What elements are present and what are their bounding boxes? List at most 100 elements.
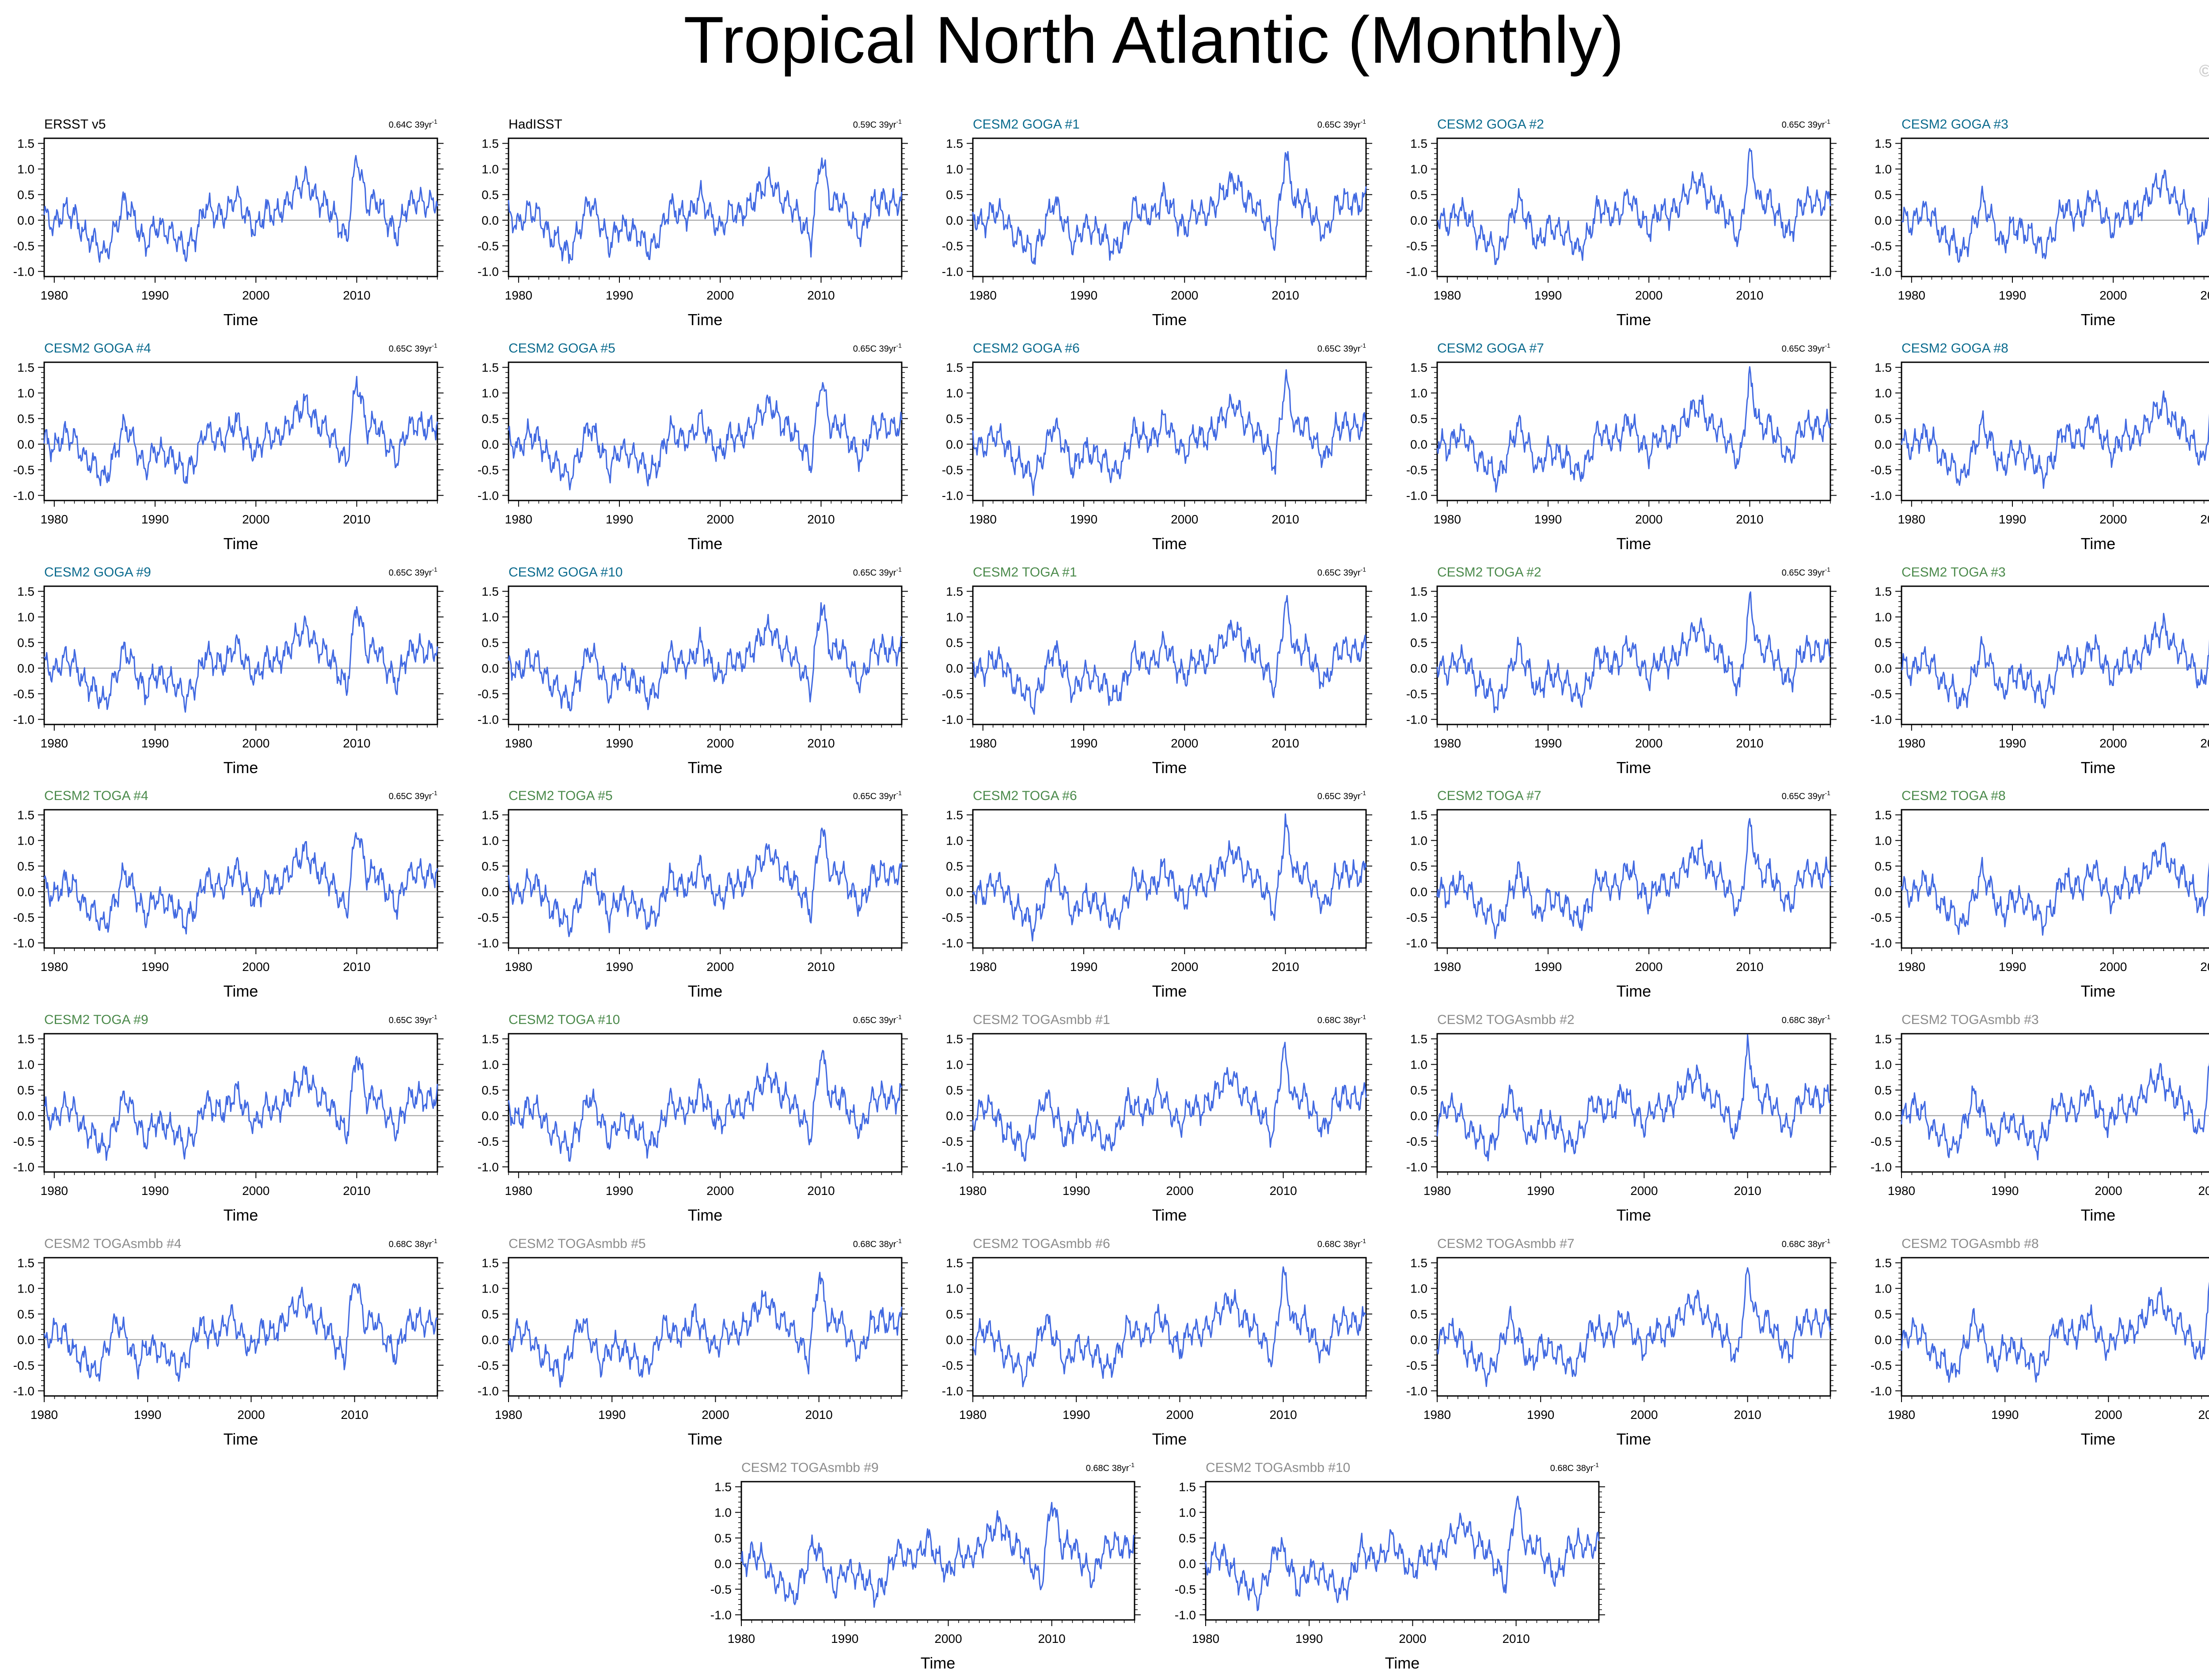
y-tick-label: 0.0	[17, 661, 34, 675]
y-tick-label: 0.0	[946, 1109, 963, 1123]
x-tick-label: 1990	[1999, 288, 2026, 302]
y-tick-label: 0.5	[17, 412, 34, 426]
panel-title: CESM2 TOGAsmbb #4	[44, 1236, 182, 1251]
x-tick-label: 1980	[41, 960, 68, 974]
y-tick-label: 0.5	[1410, 188, 1427, 202]
y-tick-label: -0.5	[13, 1358, 34, 1372]
panel-annotation: 0.65C 39yr-1	[1782, 118, 1831, 130]
x-tick-label: 1980	[1898, 736, 1925, 750]
x-tick-label: 1990	[1999, 512, 2026, 526]
annotation-value: 0.68C 38yr	[1086, 1464, 1129, 1473]
panel-title: CESM2 TOGAsmbb #2	[1437, 1013, 1575, 1027]
y-tick-label: -1.0	[478, 936, 499, 950]
x-axis-label: Time	[2081, 535, 2116, 553]
annotation-superscript: -1	[896, 1013, 902, 1020]
annotation-value: 0.65C 39yr	[389, 344, 432, 354]
x-tick-label: 1980	[30, 1408, 58, 1422]
y-tick-label: 1.0	[482, 163, 499, 176]
y-tick-label: 0.0	[482, 437, 499, 451]
series-line	[508, 382, 903, 491]
y-tick-label: -1.0	[1871, 1160, 1892, 1174]
y-tick-label: -0.5	[478, 687, 499, 701]
y-tick-label: -1.0	[942, 489, 963, 502]
series-line	[1436, 366, 1831, 493]
panel-annotation: 0.68C 38yr-1	[389, 1237, 438, 1249]
series-line	[1436, 1034, 1831, 1162]
y-tick-label: -0.5	[942, 239, 963, 253]
y-tick-label: 0.0	[17, 213, 34, 227]
y-tick-label: -1.0	[13, 265, 34, 278]
x-tick-label: 1990	[1999, 736, 2026, 750]
x-tick-label: 2000	[1399, 1632, 1426, 1646]
panel-title: CESM2 TOGAsmbb #5	[509, 1236, 646, 1251]
x-tick-label: 1990	[606, 1184, 633, 1198]
y-tick-label: 0.5	[1179, 1532, 1196, 1545]
y-tick-label: 0.5	[482, 1308, 499, 1321]
x-axis-label: Time	[224, 758, 258, 777]
y-tick-label: 0.5	[17, 860, 34, 873]
x-tick-label: 2010	[1038, 1632, 1065, 1646]
annotation-superscript: -1	[1361, 566, 1366, 573]
y-tick-label: 0.5	[946, 860, 963, 873]
plot-frame	[1436, 1257, 1831, 1397]
y-tick-label: -0.5	[1406, 1358, 1427, 1372]
annotation-value: 0.65C 39yr	[389, 1016, 432, 1025]
series-line	[972, 151, 1367, 265]
panel-annotation: 0.65C 39yr-1	[853, 1013, 902, 1025]
x-tick-label: 1990	[1534, 512, 1562, 526]
panel-annotation: 0.65C 39yr-1	[389, 1013, 438, 1025]
annotation-superscript: -1	[432, 1013, 438, 1020]
y-tick-label: 1.0	[17, 611, 34, 624]
y-tick-label: -0.5	[478, 239, 499, 253]
x-tick-label: 1990	[606, 960, 633, 974]
x-tick-label: 2010	[343, 1184, 370, 1198]
x-tick-label: 1990	[1070, 960, 1097, 974]
annotation-value: 0.68C 38yr	[853, 1240, 896, 1249]
y-tick-label: -0.5	[1871, 687, 1892, 701]
chart-panel: -1.0 -0.5 0.0 0.5 1.0 1.5 1980 1990 2000 2010 Time…	[478, 1236, 908, 1448]
x-tick-label: 1980	[505, 736, 532, 750]
y-tick-label: -1.0	[13, 936, 34, 950]
x-tick-label: 2000	[1630, 1408, 1658, 1422]
x-tick-label: 1980	[1888, 1184, 1915, 1198]
x-tick-label: 2010	[343, 960, 370, 974]
x-tick-label: 1990	[1063, 1184, 1090, 1198]
x-tick-label: 2000	[1630, 1184, 1658, 1198]
x-tick-label: 1980	[728, 1632, 755, 1646]
y-tick-label: 0.0	[17, 1109, 34, 1123]
y-tick-label: 1.5	[482, 361, 499, 375]
y-tick-label: -0.5	[1175, 1582, 1196, 1596]
x-tick-label: 1990	[831, 1632, 858, 1646]
x-tick-label: 1980	[1423, 1408, 1451, 1422]
plot-frame	[1436, 1033, 1831, 1173]
x-tick-label: 2010	[1272, 512, 1299, 526]
y-tick-label: 1.0	[1875, 1282, 1892, 1296]
x-tick-label: 1980	[495, 1408, 522, 1422]
annotation-superscript: -1	[432, 1237, 438, 1244]
x-tick-label: 2000	[242, 288, 269, 302]
series-line	[972, 813, 1367, 942]
y-tick-label: 0.5	[17, 188, 34, 202]
y-tick-label: 0.0	[1410, 1109, 1427, 1123]
y-tick-label: 1.0	[946, 834, 963, 848]
panel-annotation: 0.65C 39yr-1	[1317, 118, 1366, 130]
x-tick-label: 1990	[141, 1184, 169, 1198]
y-tick-label: -0.5	[710, 1582, 732, 1596]
plot-frame	[508, 585, 903, 725]
series-line	[740, 1502, 1135, 1608]
x-tick-label: 2010	[1502, 1632, 1530, 1646]
y-tick-label: -0.5	[942, 910, 963, 924]
y-tick-label: 0.0	[946, 1333, 963, 1346]
x-tick-label: 2000	[706, 512, 734, 526]
y-tick-label: 1.0	[17, 1282, 34, 1296]
plot-frame	[1436, 361, 1831, 501]
x-axis-label: Time	[688, 311, 723, 329]
x-tick-label: 2010	[343, 512, 370, 526]
x-tick-label: 2000	[702, 1408, 729, 1422]
x-tick-label: 1990	[1991, 1184, 2019, 1198]
annotation-superscript: -1	[432, 342, 438, 349]
chart-panel: -1.0 -0.5 0.0 0.5 1.0 1.5 1980 1990 2000 2010 Time…	[1406, 1236, 1837, 1448]
panel-title: CESM2 TOGA #3	[1902, 565, 2006, 580]
plot-frame	[1436, 137, 1831, 277]
annotation-value: 0.68C 38yr	[1782, 1016, 1825, 1025]
